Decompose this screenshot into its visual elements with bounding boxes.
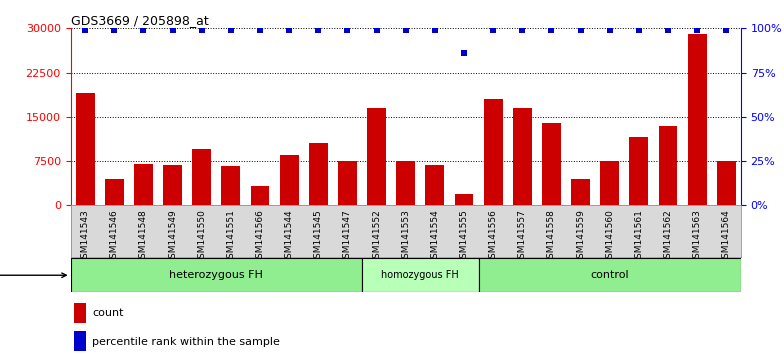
Bar: [71, 258, 362, 292]
Bar: [601, 161, 619, 205]
Text: GSM141549: GSM141549: [168, 210, 177, 264]
Text: GDS3669 / 205898_at: GDS3669 / 205898_at: [71, 14, 209, 27]
Point: [516, 27, 528, 33]
Text: GSM141559: GSM141559: [576, 210, 585, 264]
Text: GSM141557: GSM141557: [517, 210, 527, 264]
Bar: [717, 161, 735, 205]
Bar: [367, 108, 386, 205]
Bar: [134, 164, 153, 205]
Bar: [659, 126, 677, 205]
Bar: [542, 123, 561, 205]
Text: GSM141553: GSM141553: [401, 210, 410, 264]
Point: [429, 27, 441, 33]
Bar: [478, 258, 741, 292]
Text: GSM141564: GSM141564: [722, 210, 731, 264]
Point: [662, 27, 674, 33]
Text: GSM141566: GSM141566: [256, 210, 264, 264]
Text: GSM141554: GSM141554: [430, 210, 439, 264]
Text: GSM141545: GSM141545: [314, 210, 323, 264]
Text: GSM141543: GSM141543: [81, 210, 89, 264]
Bar: [251, 187, 270, 205]
Bar: [74, 331, 86, 351]
Text: GSM141552: GSM141552: [372, 210, 381, 264]
Point: [720, 27, 732, 33]
Point: [691, 27, 703, 33]
Text: heterozygous FH: heterozygous FH: [169, 270, 263, 280]
Point: [224, 27, 237, 33]
Bar: [362, 258, 478, 292]
Text: GSM141544: GSM141544: [285, 210, 294, 264]
Bar: [455, 194, 474, 205]
Point: [79, 27, 92, 33]
Bar: [280, 155, 299, 205]
Text: control: control: [590, 270, 629, 280]
Text: disease state: disease state: [0, 270, 66, 280]
Text: GSM141548: GSM141548: [139, 210, 148, 264]
Point: [108, 27, 121, 33]
Point: [575, 27, 587, 33]
Text: GSM141550: GSM141550: [198, 210, 206, 264]
Bar: [221, 166, 241, 205]
Point: [545, 27, 557, 33]
Bar: [426, 165, 445, 205]
Bar: [309, 143, 328, 205]
Bar: [105, 179, 124, 205]
Point: [604, 27, 616, 33]
Bar: [192, 149, 211, 205]
Text: GSM141560: GSM141560: [605, 210, 614, 264]
Text: GSM141556: GSM141556: [488, 210, 498, 264]
Point: [370, 27, 383, 33]
Point: [633, 27, 645, 33]
Text: count: count: [92, 308, 124, 318]
Text: GSM141547: GSM141547: [343, 210, 352, 264]
Bar: [688, 34, 706, 205]
Text: percentile rank within the sample: percentile rank within the sample: [92, 337, 280, 347]
Point: [195, 27, 208, 33]
Bar: [630, 137, 648, 205]
Bar: [571, 179, 590, 205]
Point: [254, 27, 267, 33]
Bar: [163, 165, 182, 205]
Point: [166, 27, 179, 33]
Text: GSM141558: GSM141558: [547, 210, 556, 264]
Text: GSM141555: GSM141555: [459, 210, 469, 264]
Text: GSM141561: GSM141561: [634, 210, 644, 264]
Bar: [396, 161, 416, 205]
Point: [399, 27, 412, 33]
Point: [283, 27, 296, 33]
Text: GSM141563: GSM141563: [692, 210, 702, 264]
Bar: [74, 303, 86, 323]
Bar: [484, 99, 503, 205]
Point: [458, 50, 470, 56]
Text: GSM141551: GSM141551: [227, 210, 235, 264]
Text: GSM141546: GSM141546: [110, 210, 119, 264]
Bar: [338, 161, 357, 205]
Text: homozygous FH: homozygous FH: [382, 270, 459, 280]
Point: [341, 27, 354, 33]
Bar: [76, 93, 95, 205]
Text: GSM141562: GSM141562: [663, 210, 673, 264]
Point: [137, 27, 150, 33]
Bar: [513, 108, 532, 205]
Point: [312, 27, 325, 33]
Point: [487, 27, 499, 33]
